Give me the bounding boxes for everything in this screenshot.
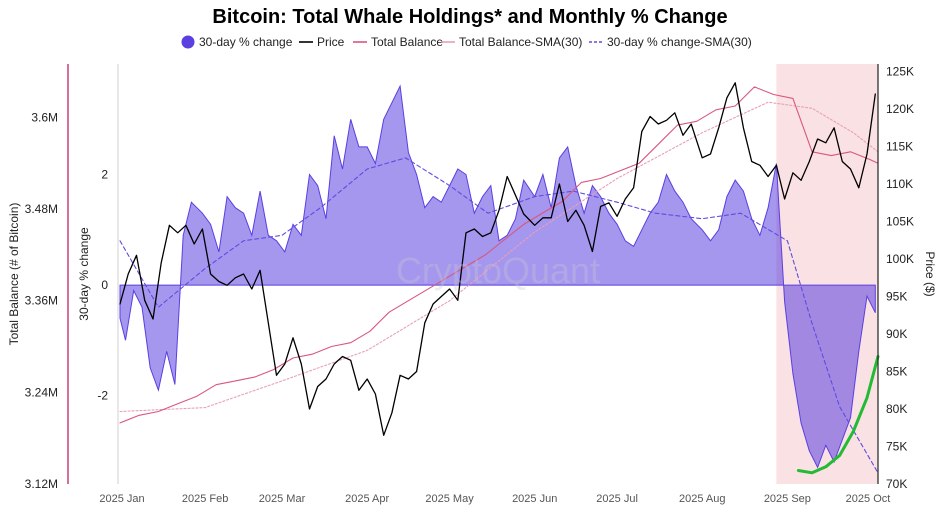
left-outer-axis-title: Total Balance (# of Bitcoin) bbox=[7, 203, 21, 346]
legend: 30-day % change Price Total Balance Total B… bbox=[181, 35, 752, 49]
x-tick-label: 2025 Oct bbox=[846, 493, 891, 505]
left-outer-tick-label: 3.12M bbox=[25, 477, 58, 491]
right-tick-label: 115K bbox=[886, 140, 913, 154]
right-tick-label: 125K bbox=[886, 65, 914, 79]
right-tick-label: 100K bbox=[886, 252, 914, 266]
legend-item-price[interactable]: Price bbox=[299, 35, 345, 49]
x-tick-label: 2025 Jan bbox=[99, 493, 144, 505]
series-price-line bbox=[119, 82, 876, 436]
legend-item-total-balance-sma-30[interactable]: Total Balance-SMA(30) bbox=[441, 35, 582, 49]
x-tick-label: 2025 Sep bbox=[764, 493, 811, 505]
right-axis-title: Price ($) bbox=[923, 251, 937, 296]
left-inner-tick-label: 2 bbox=[101, 168, 108, 182]
left-inner-tick-label: 0 bbox=[101, 278, 108, 292]
right-tick-label: 120K bbox=[886, 102, 914, 116]
legend-label: Price bbox=[317, 35, 345, 49]
chart-title: Bitcoin: Total Whale Holdings* and Month… bbox=[212, 6, 727, 28]
x-tick-label: 2025 Mar bbox=[259, 493, 306, 505]
series-total-balance-line bbox=[119, 86, 879, 424]
series-trend-line bbox=[796, 355, 880, 475]
watermark: CryptoQuant bbox=[396, 250, 600, 291]
axes: 3.6M 3.48M 3.36M 3.24M 3.12M 2 0 -2 125K 120K 115K… bbox=[7, 64, 937, 505]
right-tick-label: 80K bbox=[886, 402, 907, 416]
plot-area bbox=[119, 64, 880, 484]
right-tick-label: 90K bbox=[886, 327, 907, 341]
left-outer-tick-label: 3.48M bbox=[25, 202, 58, 216]
legend-swatch bbox=[181, 35, 195, 49]
right-tick-label: 110K bbox=[886, 177, 913, 191]
left-outer-tick-label: 3.36M bbox=[25, 294, 58, 308]
left-inner-axis-title: 30-day % change bbox=[77, 227, 91, 321]
right-tick-label: 70K bbox=[886, 477, 907, 491]
series-total-balance-sma-30-line bbox=[119, 101, 879, 413]
legend-item-30-day-change-sma-30[interactable]: 30-day % change-SMA(30) bbox=[589, 35, 752, 49]
legend-item-total-balance[interactable]: Total Balance bbox=[353, 35, 443, 49]
x-tick-label: 2025 Jul bbox=[596, 493, 638, 505]
legend-item-30-day-change[interactable]: 30-day % change bbox=[181, 35, 293, 49]
right-tick-label: 105K bbox=[886, 215, 914, 229]
x-tick-label: 2025 May bbox=[425, 493, 474, 505]
x-tick-label: 2025 Apr bbox=[345, 493, 389, 505]
legend-label: Total Balance-SMA(30) bbox=[459, 35, 582, 49]
right-tick-label: 95K bbox=[886, 290, 907, 304]
right-tick-label: 85K bbox=[886, 365, 907, 379]
left-inner-tick-label: -2 bbox=[97, 389, 108, 403]
legend-label: 30-day % change bbox=[199, 35, 293, 49]
legend-label: 30-day % change-SMA(30) bbox=[607, 35, 752, 49]
x-tick-label: 2025 Feb bbox=[182, 493, 228, 505]
left-outer-tick-label: 3.24M bbox=[25, 385, 58, 399]
series-30-day-change-sma-30-line bbox=[119, 157, 879, 474]
legend-label: Total Balance bbox=[371, 35, 443, 49]
x-tick-label: 2025 Jun bbox=[512, 493, 557, 505]
right-tick-label: 75K bbox=[886, 440, 907, 454]
x-tick-label: 2025 Aug bbox=[679, 493, 726, 505]
left-outer-tick-label: 3.6M bbox=[31, 110, 58, 124]
